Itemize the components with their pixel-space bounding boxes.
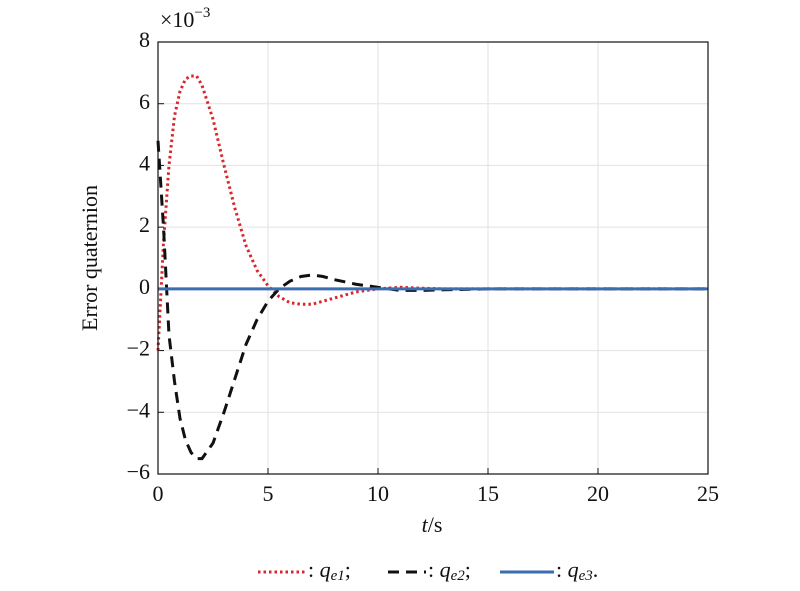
y-scale-label: ×10−3 bbox=[160, 5, 210, 32]
legend-sub: e3 bbox=[579, 568, 593, 584]
legend-entry: : qe3. bbox=[556, 557, 598, 584]
x-label-var: t bbox=[422, 512, 429, 537]
y-axis-label: Error quaternion bbox=[77, 185, 102, 331]
legend-sub: e2 bbox=[451, 568, 466, 584]
legend-prefix: : bbox=[556, 557, 568, 582]
legend-suffix: ; bbox=[345, 557, 351, 582]
legend-entry: : qe2; bbox=[428, 557, 471, 584]
y-tick-label: 4 bbox=[139, 150, 150, 175]
data-line bbox=[156, 140, 708, 461]
y-tick-label: −6 bbox=[127, 459, 150, 484]
y-tick-label: 0 bbox=[139, 274, 150, 299]
x-tick-label: 0 bbox=[153, 481, 164, 506]
legend-prefix: : bbox=[308, 557, 320, 582]
plot-frame bbox=[157, 41, 709, 475]
legend-prefix: : bbox=[428, 557, 440, 582]
x-tick-label: 20 bbox=[587, 481, 609, 506]
y-tick-label: 6 bbox=[139, 89, 150, 114]
x-tick-label: 5 bbox=[263, 481, 274, 506]
scale-base: ×10 bbox=[160, 7, 194, 32]
legend-var: q bbox=[440, 557, 451, 582]
legend-suffix: . bbox=[593, 557, 599, 582]
legend-var: q bbox=[320, 557, 331, 582]
data-line bbox=[156, 74, 708, 351]
scale-exponent: −3 bbox=[194, 5, 210, 21]
y-tick-label: 2 bbox=[139, 212, 150, 237]
legend-suffix: ; bbox=[465, 557, 471, 582]
x-tick-label: 25 bbox=[697, 481, 719, 506]
y-tick-label: −4 bbox=[127, 397, 150, 422]
x-tick-label: 15 bbox=[477, 481, 499, 506]
y-tick-label: −2 bbox=[127, 336, 150, 361]
legend-sub: e1 bbox=[331, 568, 345, 584]
x-tick-label: 10 bbox=[367, 481, 389, 506]
legend-var: q bbox=[568, 557, 579, 582]
x-axis-label: t/s bbox=[422, 512, 443, 537]
legend-entry: : qe1; bbox=[308, 557, 351, 584]
y-tick-label: 8 bbox=[139, 27, 150, 52]
x-label-unit: /s bbox=[428, 512, 443, 537]
